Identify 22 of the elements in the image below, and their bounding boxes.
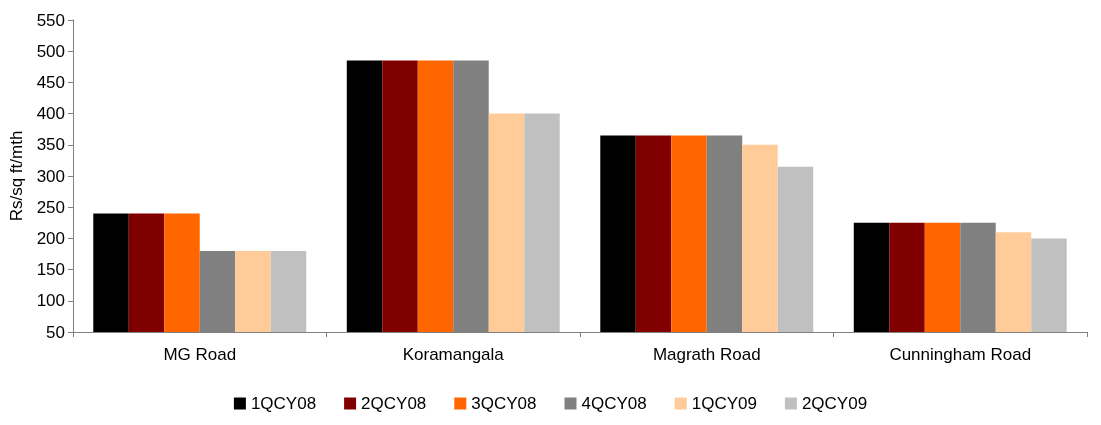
y-tick-label: 550 xyxy=(36,10,65,30)
x-tick-label: Koramangala xyxy=(402,345,505,364)
legend-label: 1QCY09 xyxy=(691,394,757,413)
x-tick-label: MG Road xyxy=(163,345,237,364)
y-tick-label: 400 xyxy=(36,104,65,124)
legend-label: 2QCY09 xyxy=(801,394,868,413)
legend-label: 1QCY08 xyxy=(250,394,317,413)
y-tick-label: 300 xyxy=(36,166,65,186)
legend-label: 2QCY08 xyxy=(361,394,427,413)
x-tick-label: Cunningham Road xyxy=(889,345,1032,364)
legend-label: 3QCY08 xyxy=(471,394,537,413)
x-tick-label: Magrath Road xyxy=(652,345,761,364)
y-tick-label: 100 xyxy=(36,291,65,311)
legend-label: 4QCY08 xyxy=(581,394,647,413)
y-tick-label: 250 xyxy=(36,197,65,217)
y-tick-label: 350 xyxy=(36,135,65,155)
y-tick-label: 200 xyxy=(36,228,65,248)
y-tick-label: 50 xyxy=(46,322,65,342)
y-tick-label: 450 xyxy=(36,72,65,92)
y-axis-title: Rs/sq ft/mth xyxy=(7,130,26,222)
y-tick-label: 500 xyxy=(36,41,65,61)
y-tick-label: 150 xyxy=(36,260,65,280)
